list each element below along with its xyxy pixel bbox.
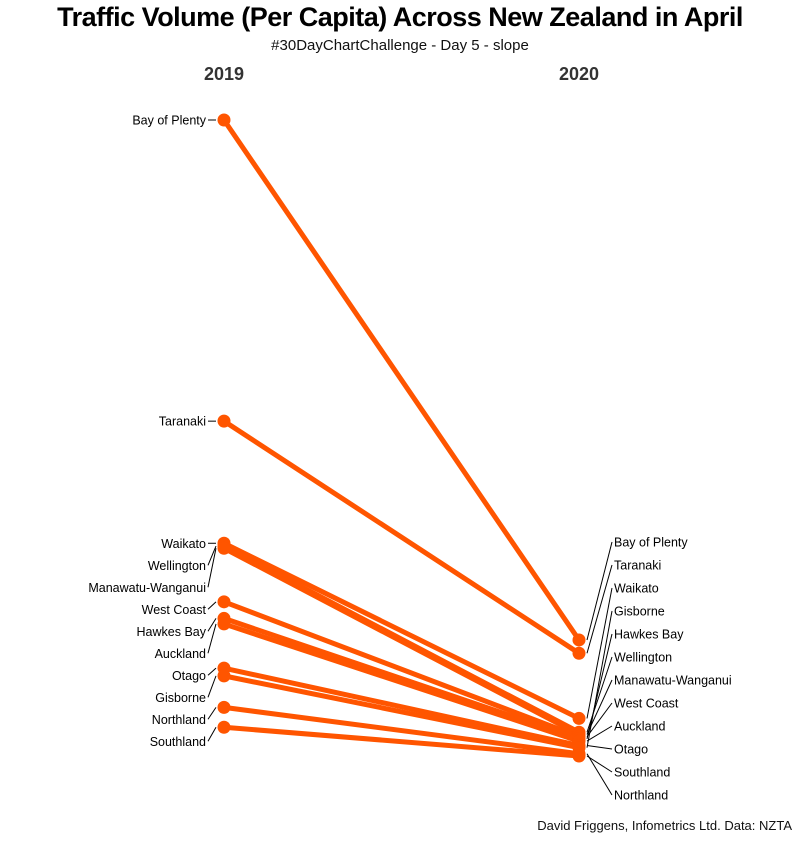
- label-2019-bay-of-plenty: Bay of Plenty: [132, 114, 206, 128]
- slope-lines: [221, 117, 582, 759]
- slope-line-bay-of-plenty: [221, 117, 582, 643]
- chart-title: Traffic Volume (Per Capita) Across New Z…: [57, 2, 743, 32]
- leader-2020-manawatu-wanganui: [586, 679, 613, 735]
- point-2020-taranaki: [572, 646, 586, 660]
- label-2020-wellington: Wellington: [614, 651, 672, 665]
- label-2019-west-coast: West Coast: [142, 603, 207, 617]
- leader-2020-hawkes-bay: [586, 633, 613, 739]
- label-2020-manawatu-wanganui: Manawatu-Wanganui: [614, 674, 732, 688]
- leader-2019-southland: [207, 727, 217, 742]
- leader-2020-northland: [586, 753, 613, 796]
- slope-line-hawkes-bay: [221, 615, 582, 742]
- point-2020-bay-of-plenty: [572, 633, 586, 647]
- label-2019-otago: Otago: [172, 669, 206, 683]
- leader-2019-hawkes-bay: [207, 618, 217, 632]
- label-2019-taranaki: Taranaki: [159, 415, 206, 429]
- chart-caption: David Friggens, Infometrics Ltd. Data: N…: [537, 818, 792, 833]
- leader-2019-gisborne: [207, 675, 217, 698]
- slope-line-waikato: [221, 540, 582, 721]
- slope-line-taranaki: [221, 418, 582, 656]
- slope-line-manawatu-wanganui: [221, 545, 582, 737]
- region-labels: Bay of Plenty Taranaki Waikato Wellington Ma…: [88, 114, 731, 803]
- leader-2020-southland: [586, 755, 613, 773]
- leader-2020-taranaki: [586, 564, 613, 654]
- label-2019-gisborne: Gisborne: [155, 691, 206, 705]
- point-2019-gisborne: [217, 669, 231, 683]
- label-2020-southland: Southland: [614, 766, 670, 780]
- leader-2019-west-coast: [207, 601, 217, 610]
- point-2020-southland: [572, 749, 586, 763]
- point-2019-manawatu-wanganui: [217, 541, 231, 555]
- slope-line-southland: [221, 724, 582, 759]
- slope-line-auckland: [221, 621, 582, 744]
- point-2019-bay-of-plenty: [217, 113, 231, 127]
- leader-2020-auckland: [586, 725, 613, 742]
- point-2019-southland: [217, 720, 231, 734]
- label-2020-auckland: Auckland: [614, 720, 665, 734]
- chart-subtitle: #30DayChartChallenge - Day 5 - slope: [271, 37, 529, 54]
- leader-2020-bay-of-plenty: [586, 541, 613, 641]
- label-2019-hawkes-bay: Hawkes Bay: [137, 625, 207, 639]
- leader-2019-auckland: [207, 623, 217, 654]
- leader-2020-west-coast: [586, 702, 613, 737]
- leader-2019-northland: [207, 707, 217, 720]
- label-2020-hawkes-bay: Hawkes Bay: [614, 628, 684, 642]
- column-header-2020: 2020: [559, 64, 599, 84]
- label-2020-otago: Otago: [614, 743, 648, 757]
- leader-2020-otago: [586, 745, 613, 750]
- leader-2020-wellington: [586, 656, 613, 733]
- leader-2019-wellington: [207, 545, 217, 566]
- label-2019-manawatu-wanganui: Manawatu-Wanganui: [88, 581, 206, 595]
- slope-line-gisborne: [221, 673, 582, 751]
- label-leaders: [207, 119, 613, 796]
- point-2019-auckland: [217, 617, 231, 631]
- leader-2020-waikato: [586, 587, 613, 719]
- label-2020-bay-of-plenty: Bay of Plenty: [614, 536, 688, 550]
- slope-points: [217, 113, 586, 763]
- label-2019-wellington: Wellington: [148, 559, 206, 573]
- column-header-2019: 2019: [204, 64, 244, 84]
- point-2019-northland: [217, 700, 231, 714]
- leader-2019-manawatu-wanganui: [207, 548, 217, 588]
- slope-line-northland: [221, 704, 582, 757]
- slope-line-otago: [221, 665, 582, 749]
- label-2019-auckland: Auckland: [155, 647, 206, 661]
- label-2020-taranaki: Taranaki: [614, 559, 661, 573]
- point-2019-west-coast: [217, 595, 231, 609]
- leader-2019-otago: [207, 667, 217, 676]
- label-2019-northland: Northland: [152, 713, 206, 727]
- label-2020-west-coast: West Coast: [614, 697, 679, 711]
- point-2019-taranaki: [217, 414, 231, 428]
- label-2019-waikato: Waikato: [161, 537, 206, 551]
- label-2020-waikato: Waikato: [614, 582, 659, 596]
- slope-line-west-coast: [221, 599, 582, 740]
- label-2020-gisborne: Gisborne: [614, 605, 665, 619]
- point-2020-waikato: [572, 711, 586, 725]
- label-2020-northland: Northland: [614, 789, 668, 803]
- label-2019-southland: Southland: [150, 735, 206, 749]
